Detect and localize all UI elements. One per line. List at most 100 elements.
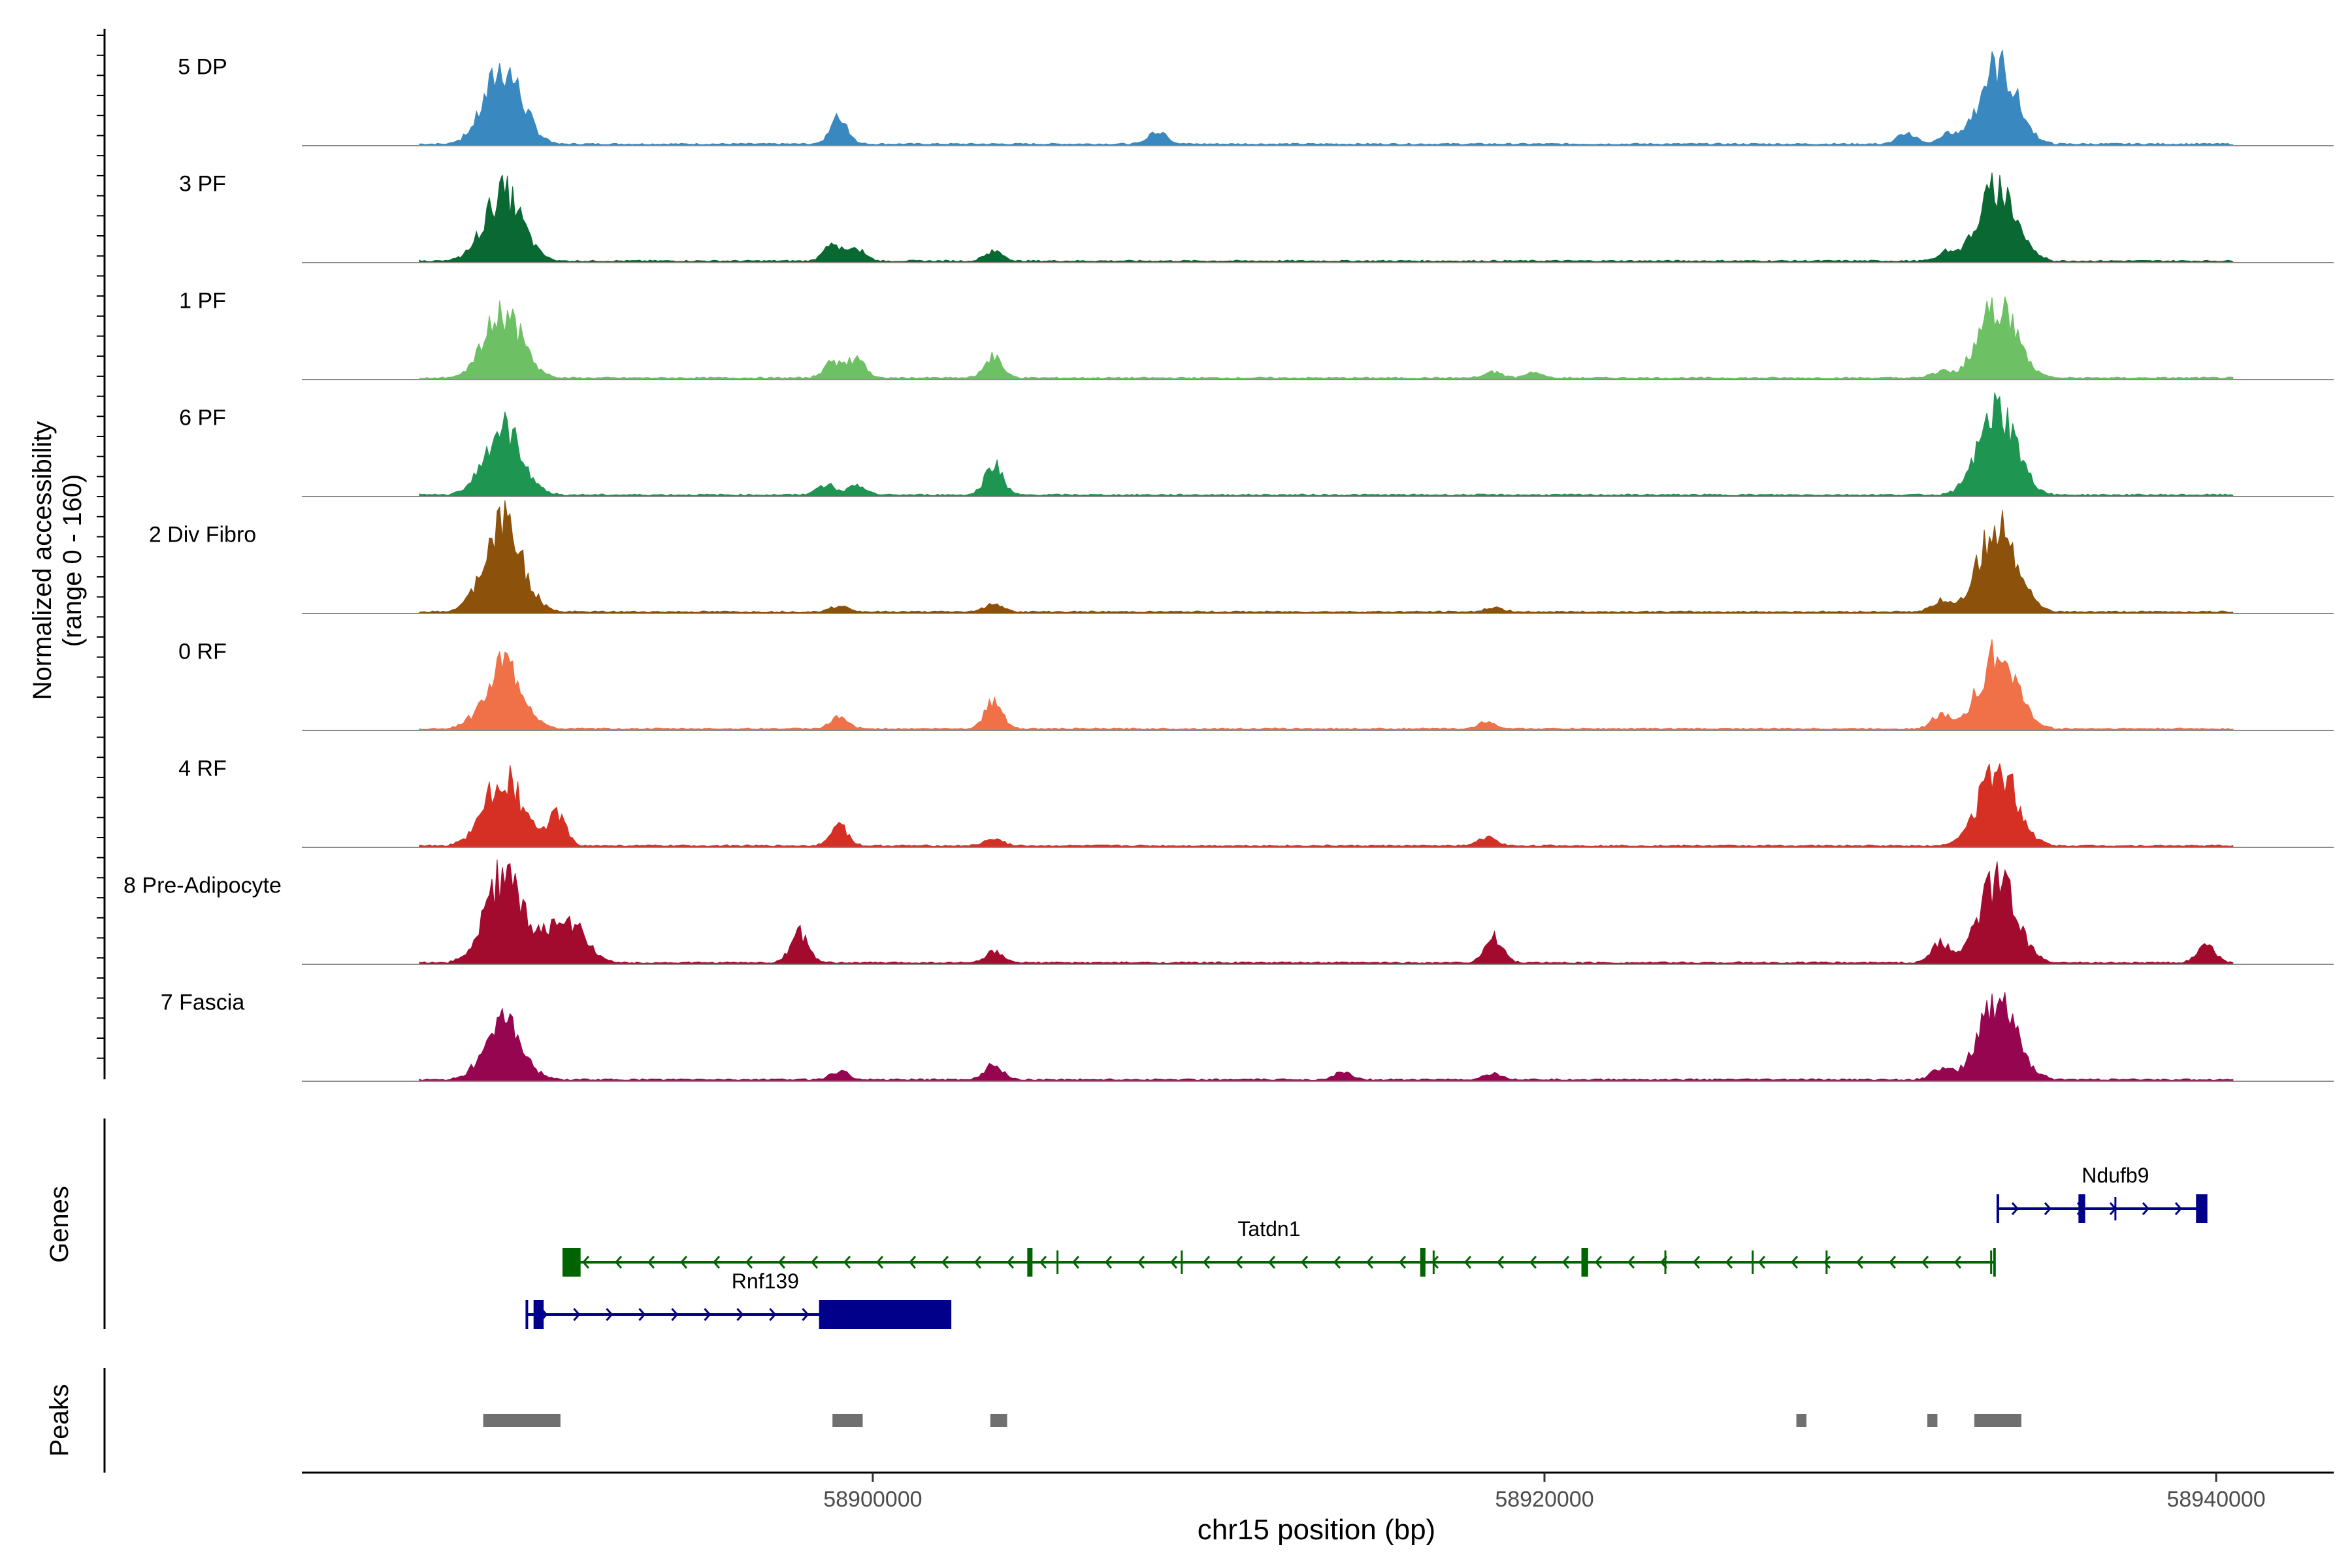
strand-arrow <box>1855 1256 1864 1269</box>
strand-arrow <box>769 1308 777 1321</box>
track-8-pre-adipocyte: 8 Pre-Adipocyte <box>123 859 2334 965</box>
track-label: 7 Fascia <box>161 990 245 1015</box>
track-label: 6 PF <box>179 406 226 431</box>
strand-arrow <box>1300 1256 1309 1269</box>
y-axis-title: Normalized accessibility (range 0 - 160) <box>28 421 87 700</box>
strand-arrow <box>704 1308 711 1321</box>
strand-arrow <box>606 1308 613 1321</box>
genes-panel-label: Genes <box>45 1186 74 1263</box>
strand-arrow <box>745 1256 753 1269</box>
strand-arrow <box>1235 1256 1243 1269</box>
track-label: 1 PF <box>179 289 226 314</box>
strand-arrow <box>1365 1256 1374 1269</box>
track-label: 5 DP <box>178 55 227 80</box>
strand-arrow <box>581 1256 590 1269</box>
strand-arrow <box>1398 1256 1407 1269</box>
strand-arrow <box>1267 1256 1276 1269</box>
exon <box>563 1248 581 1277</box>
exon <box>1420 1248 1426 1277</box>
peak-region <box>1974 1414 2021 1427</box>
strand-arrow <box>1921 1256 1929 1269</box>
strand-arrow <box>1953 1256 1962 1269</box>
peaks-panel-label: Peaks <box>45 1384 74 1456</box>
peak-regions <box>483 1414 2021 1427</box>
strand-arrow <box>1039 1256 1047 1269</box>
exon <box>2078 1194 2085 1223</box>
exon <box>1581 1248 1588 1277</box>
gene-name-label: Tatdn1 <box>1237 1217 1300 1241</box>
strand-arrow <box>614 1256 623 1269</box>
track-5-dp: 5 DP <box>178 50 2334 146</box>
peak-region <box>483 1414 561 1427</box>
gene-name-label: Ndufb9 <box>2082 1164 2149 1187</box>
strand-arrow <box>573 1308 581 1321</box>
x-tick-label: 58900000 <box>823 1487 922 1512</box>
track-4-rf: 4 RF <box>178 757 2334 848</box>
peak-region <box>1796 1414 1806 1427</box>
coverage-area <box>419 172 2234 263</box>
exon <box>819 1300 951 1329</box>
gene-name-label: Rnf139 <box>732 1269 799 1293</box>
track-6-pf: 6 PF <box>179 392 2334 497</box>
coverage-area <box>419 50 2234 146</box>
exon <box>533 1300 544 1329</box>
strand-arrow <box>973 1256 982 1269</box>
x-tick-label: 58940000 <box>2166 1487 2265 1512</box>
strand-arrow <box>1104 1256 1113 1269</box>
x-tick-label: 58920000 <box>1495 1487 1593 1512</box>
strand-arrow <box>875 1256 884 1269</box>
strand-arrow <box>1757 1256 1766 1269</box>
strand-arrow <box>1463 1256 1472 1269</box>
y-axis-title-line2: (range 0 - 160) <box>58 474 87 647</box>
exon <box>2196 1194 2206 1223</box>
strand-arrow <box>1888 1256 1897 1269</box>
x-axis-ticks: 58900000 58920000 58940000 <box>823 1473 2266 1512</box>
track-3-pf: 3 PF <box>179 172 2334 263</box>
peak-region <box>990 1414 1007 1427</box>
strand-arrow <box>777 1256 786 1269</box>
strand-arrow <box>2174 1202 2182 1215</box>
coverage-area <box>419 763 2234 848</box>
track-1-pf: 1 PF <box>179 289 2334 380</box>
track-7-fascia: 7 Fascia <box>161 990 2334 1082</box>
strand-arrow <box>908 1256 917 1269</box>
coverage-area <box>419 296 2234 380</box>
x-axis-title: chr15 position (bp) <box>1198 1514 1435 1546</box>
strand-arrow <box>1333 1256 1341 1269</box>
coverage-area <box>419 859 2234 965</box>
y-axis-title-line1: Normalized accessibility <box>28 421 57 700</box>
strand-arrow <box>1496 1256 1505 1269</box>
strand-arrow <box>2044 1202 2051 1215</box>
track-label: 3 PF <box>179 172 226 197</box>
coverage-area <box>419 500 2234 614</box>
gene-ndufb9: Ndufb9 <box>1996 1164 2208 1223</box>
strand-arrow <box>1692 1256 1701 1269</box>
peak-region <box>1927 1414 1938 1427</box>
track-label: 8 Pre-Adipocyte <box>123 874 282 898</box>
gene-annotations: Tatdn1 Rnf139 Ndufb9 <box>525 1164 2208 1329</box>
strand-arrow <box>810 1256 819 1269</box>
gene-tatdn1: Tatdn1 <box>562 1217 1996 1277</box>
strand-arrow <box>1627 1256 1635 1269</box>
strand-arrow <box>1594 1256 1603 1269</box>
strand-arrow <box>1529 1256 1537 1269</box>
strand-arrow <box>1169 1256 1178 1269</box>
strand-arrow <box>679 1256 688 1269</box>
strand-arrow <box>671 1308 679 1321</box>
strand-arrow <box>1006 1256 1015 1269</box>
strand-arrow <box>1137 1256 1145 1269</box>
track-2-div-fibro: 2 Div Fibro <box>149 500 2334 614</box>
track-label: 4 RF <box>178 757 227 781</box>
strand-arrow <box>2142 1202 2149 1215</box>
strand-arrow <box>843 1256 851 1269</box>
gene-rnf139: Rnf139 <box>525 1269 952 1329</box>
exon <box>1027 1248 1033 1277</box>
coverage-area <box>419 392 2234 497</box>
strand-arrow <box>647 1256 655 1269</box>
strand-arrow <box>1725 1256 1733 1269</box>
track-label: 2 Div Fibro <box>149 523 256 547</box>
peak-region <box>832 1414 863 1427</box>
strand-arrow <box>1071 1256 1080 1269</box>
strand-arrow <box>1790 1256 1799 1269</box>
strand-arrow <box>1823 1256 1831 1269</box>
